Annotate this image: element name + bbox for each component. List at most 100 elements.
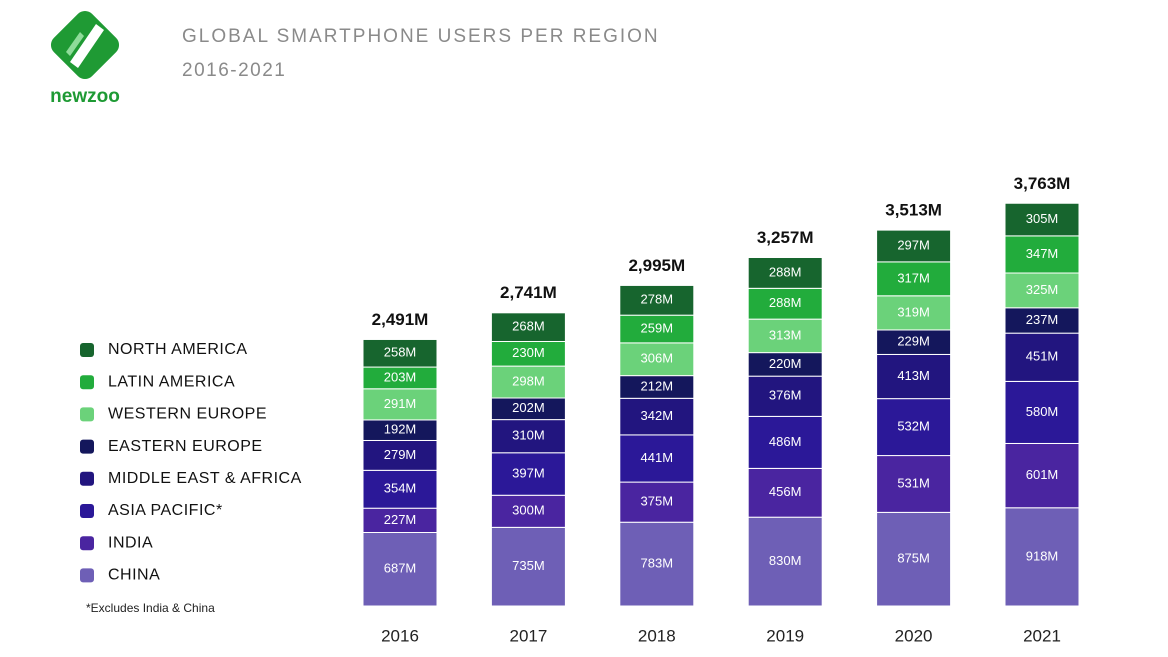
legend-swatch xyxy=(80,568,94,583)
segment-label: 258M xyxy=(384,345,417,360)
segment-label: 875M xyxy=(897,551,930,566)
bar-segment xyxy=(876,329,952,355)
x-tick-label: 2020 xyxy=(895,626,933,645)
legend-swatch xyxy=(80,439,94,454)
segment-label: 486M xyxy=(769,434,802,449)
bar-segment xyxy=(619,481,695,523)
segment-label: 202M xyxy=(512,400,545,415)
segment-label: 192M xyxy=(384,422,417,437)
segment-label: 531M xyxy=(897,475,930,490)
bar-segment xyxy=(747,257,823,289)
segment-label: 342M xyxy=(641,408,674,423)
segment-label: 279M xyxy=(384,447,417,462)
bar-segment xyxy=(876,511,952,607)
segment-label: 918M xyxy=(1026,548,1059,563)
bar-segment xyxy=(747,516,823,607)
bar-segment xyxy=(1004,442,1080,509)
bar-segment xyxy=(876,261,952,297)
legend-label: INDIA xyxy=(108,534,153,551)
legend-label: ASIA PACIFIC* xyxy=(108,502,223,519)
bar-segment xyxy=(362,338,438,368)
legend-label: CHINA xyxy=(108,567,160,584)
bar-segment xyxy=(362,388,438,421)
bar-segment xyxy=(747,318,823,354)
total-label: 2,741M xyxy=(500,283,557,302)
legend-label: WESTERN EUROPE xyxy=(108,406,267,423)
segment-label: 298M xyxy=(512,373,545,388)
segment-label: 375M xyxy=(641,494,674,509)
segment-label: 300M xyxy=(512,503,545,518)
segment-label: 451M xyxy=(1026,349,1059,364)
bar-segment xyxy=(1004,507,1080,607)
segment-label: 735M xyxy=(512,558,545,573)
bar-segment xyxy=(362,507,438,533)
footnote: *Excludes India & China xyxy=(86,601,215,615)
bar-segment xyxy=(362,531,438,607)
bar-segment xyxy=(1004,307,1080,334)
x-tick-label: 2021 xyxy=(1023,626,1061,645)
total-label: 3,513M xyxy=(885,201,942,220)
total-label: 3,763M xyxy=(1014,174,1071,193)
bar-segment xyxy=(490,365,566,399)
chart-subtitle: 2016-2021 xyxy=(182,60,286,81)
legend-swatch xyxy=(80,375,94,390)
segment-label: 227M xyxy=(384,512,417,527)
bar-segment xyxy=(619,397,695,436)
legend-swatch xyxy=(80,471,94,486)
bar-segment xyxy=(619,284,695,316)
total-label: 3,257M xyxy=(757,228,814,247)
x-tick-label: 2019 xyxy=(766,626,804,645)
segment-label: 278M xyxy=(641,292,674,307)
bar-segment xyxy=(747,467,823,518)
legend-label: NORTH AMERICA xyxy=(108,341,248,358)
segment-label: 212M xyxy=(641,378,674,393)
segment-label: 313M xyxy=(769,327,802,342)
bar-segment xyxy=(747,375,823,417)
legend-swatch xyxy=(80,504,94,518)
segment-label: 830M xyxy=(769,553,802,568)
total-label: 2,491M xyxy=(372,310,429,329)
bar-segment xyxy=(1004,202,1080,237)
bar-segment xyxy=(619,342,695,377)
bar-segment xyxy=(362,439,438,471)
segment-label: 259M xyxy=(641,320,674,335)
legend-swatch xyxy=(80,407,94,422)
segment-label: 291M xyxy=(384,396,417,411)
logo-mark xyxy=(50,10,120,80)
bar-segment xyxy=(490,340,566,367)
segment-label: 237M xyxy=(1026,312,1059,327)
legend-label: LATIN AMERICA xyxy=(108,373,235,390)
bar-segment xyxy=(1004,380,1080,444)
segment-label: 783M xyxy=(641,556,674,571)
bar-segment xyxy=(362,469,438,509)
bar-segment xyxy=(619,434,695,483)
segment-label: 413M xyxy=(897,368,930,383)
segment-label: 203M xyxy=(384,369,417,384)
segment-label: 397M xyxy=(512,465,545,480)
x-tick-label: 2017 xyxy=(509,626,547,645)
segment-label: 325M xyxy=(1026,282,1059,297)
bar-segment xyxy=(490,312,566,342)
segment-label: 687M xyxy=(384,561,417,576)
segment-label: 310M xyxy=(512,428,545,443)
segment-label: 532M xyxy=(897,419,930,434)
x-tick-label: 2016 xyxy=(381,626,419,645)
segment-label: 376M xyxy=(769,388,802,403)
bar-segment xyxy=(747,415,823,469)
bar-segment xyxy=(876,295,952,331)
segment-label: 317M xyxy=(897,270,930,285)
segment-label: 305M xyxy=(1026,211,1059,226)
segment-label: 220M xyxy=(769,356,802,371)
bar-segment xyxy=(876,353,952,400)
segment-label: 288M xyxy=(769,264,802,279)
segment-label: 306M xyxy=(641,351,674,366)
legend-label: EASTERN EUROPE xyxy=(108,438,263,455)
bar-segment xyxy=(1004,272,1080,309)
bar-segment xyxy=(1004,235,1080,274)
logo-text: newzoo xyxy=(50,86,120,107)
segment-label: 601M xyxy=(1026,467,1059,482)
bar-segment xyxy=(1004,332,1080,382)
bar-segment xyxy=(490,494,566,528)
total-label: 2,995M xyxy=(628,256,685,275)
